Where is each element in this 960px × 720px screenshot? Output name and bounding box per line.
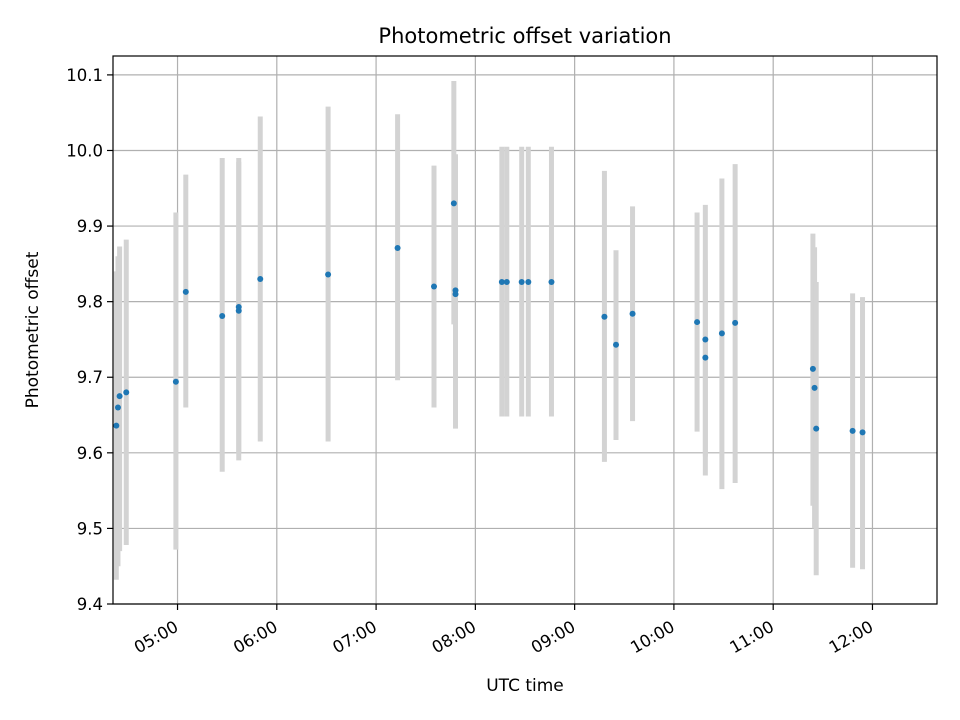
x-tick-label: 07:00 — [329, 617, 380, 657]
data-point — [325, 271, 332, 278]
data-point — [219, 313, 226, 320]
y-tick-label: 9.8 — [77, 293, 103, 312]
data-point — [123, 389, 130, 396]
y-tick-label: 10.0 — [66, 141, 103, 160]
data-point — [518, 279, 525, 286]
data-point — [813, 425, 820, 432]
y-tick-label: 10.1 — [66, 66, 103, 85]
data-point — [702, 336, 709, 343]
data-point — [503, 279, 510, 286]
y-axis-ticks: 9.4 9.5 9.6 9.7 9.8 9.9 10.0 10.1 — [66, 66, 113, 614]
x-tick-label: 09:00 — [528, 617, 579, 657]
x-axis-label: UTC time — [486, 676, 564, 696]
y-tick-label: 9.6 — [77, 444, 103, 463]
data-point — [859, 429, 866, 436]
x-tick-label: 12:00 — [826, 617, 877, 657]
x-tick-label: 08:00 — [429, 617, 480, 657]
y-tick-label: 9.7 — [77, 368, 103, 387]
data-point — [694, 319, 701, 326]
data-point — [394, 244, 401, 251]
data-point — [452, 287, 459, 294]
y-tick-label: 9.4 — [77, 595, 103, 614]
data-point — [849, 427, 856, 434]
x-tick-label: 11:00 — [727, 617, 778, 657]
data-point — [548, 279, 555, 286]
data-point — [235, 303, 242, 310]
data-point — [498, 279, 505, 286]
data-point — [450, 200, 457, 207]
y-tick-label: 9.5 — [77, 519, 103, 538]
x-tick-label: 06:00 — [230, 617, 281, 657]
data-point — [113, 422, 120, 429]
data-point — [257, 275, 264, 282]
data-point — [182, 288, 189, 295]
plot-frame — [112, 55, 938, 605]
data-point — [172, 378, 179, 385]
x-tick-label: 10:00 — [627, 617, 678, 657]
y-axis-label: Photometric offset — [23, 251, 43, 408]
data-point — [732, 319, 739, 326]
data-point — [629, 310, 636, 317]
data-point — [601, 313, 608, 320]
data-point — [702, 354, 709, 361]
grid — [113, 56, 937, 605]
data-point — [718, 330, 725, 337]
data-point — [116, 393, 123, 400]
data-point — [809, 365, 816, 372]
data-points — [113, 200, 866, 436]
x-axis-ticks: 05:00 06:00 07:00 08:00 09:00 10:00 11:00 12:00 — [131, 604, 877, 657]
data-point — [811, 384, 818, 391]
data-point — [114, 404, 121, 411]
y-tick-label: 9.9 — [77, 217, 103, 236]
data-point — [613, 341, 620, 348]
data-point — [430, 283, 437, 290]
x-tick-label: 05:00 — [131, 617, 182, 657]
data-point — [525, 279, 532, 286]
error-bars — [113, 80, 866, 580]
chart-title: Photometric offset variation — [378, 24, 671, 48]
